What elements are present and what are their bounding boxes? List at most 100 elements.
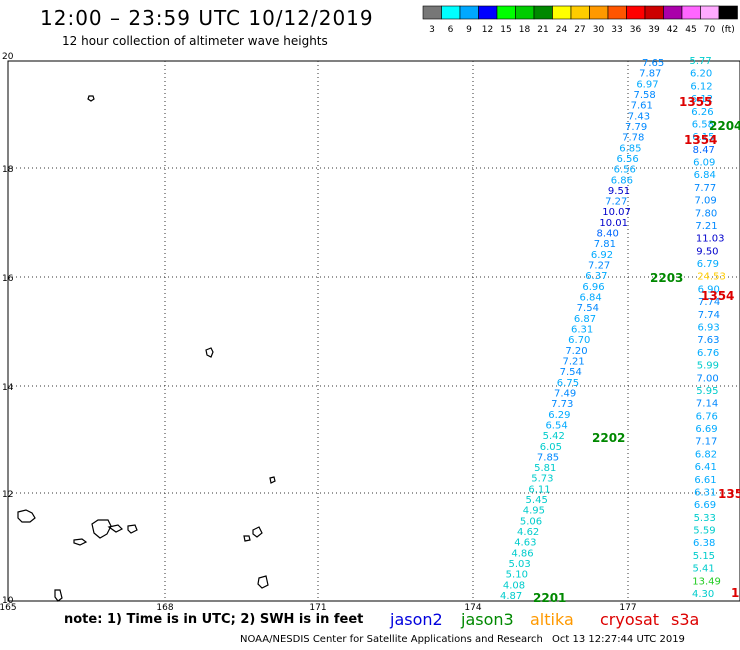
- swh-value: 5.77: [690, 56, 712, 67]
- swh-value: 7.09: [694, 196, 716, 207]
- swh-value: 11.03: [696, 234, 725, 245]
- lon-label: 177: [619, 603, 636, 613]
- swh-value: 6.82: [695, 449, 717, 460]
- scale-label: 3: [429, 25, 435, 35]
- scale-label: 9: [466, 25, 472, 35]
- swh-value: 6.97: [636, 79, 658, 90]
- scale-label: 12: [482, 25, 493, 35]
- scale-label: 30: [593, 25, 605, 35]
- credit-line: NOAA/NESDIS Center for Satellite Applica…: [240, 634, 543, 645]
- lat-label: 16: [2, 274, 14, 284]
- scale-label: 21: [537, 25, 548, 35]
- scale-label: 15: [500, 25, 511, 35]
- swh-value: 6.20: [690, 69, 712, 80]
- swh-value: 5.81: [534, 463, 556, 474]
- units-note: note: 1) Time is in UTC; 2) SWH is in fe…: [64, 612, 364, 627]
- scale-label: 36: [630, 25, 642, 35]
- swh-value: 4.08: [503, 580, 525, 591]
- swh-value: 7.49: [554, 388, 576, 399]
- pass-label: 2203: [650, 271, 683, 285]
- swh-value: 6.31: [694, 487, 716, 498]
- swh-value: 5.45: [526, 495, 548, 506]
- swh-value: 7.81: [594, 239, 616, 250]
- swh-value: 6.15: [692, 132, 714, 143]
- swh-value: 5.95: [696, 386, 718, 397]
- scale-swatch: [718, 5, 738, 20]
- swh-value: 7.14: [696, 399, 718, 410]
- scale-label: 27: [574, 25, 585, 35]
- swh-value: 7.00: [696, 373, 718, 384]
- swh-value: 7.79: [625, 122, 647, 133]
- swh-value: 7.61: [631, 101, 653, 112]
- swh-value: 5.59: [693, 526, 715, 537]
- swh-value: 7.27: [605, 197, 627, 208]
- swh-value: 5.06: [520, 516, 542, 527]
- swh-value: 6.09: [693, 158, 715, 169]
- island-outline: [205, 347, 214, 358]
- swh-value: 8.47: [693, 145, 715, 156]
- island-outline: [73, 538, 88, 546]
- swh-value: 6.93: [698, 323, 720, 334]
- swh-value: 6.05: [540, 442, 562, 453]
- swh-value: 4.63: [514, 538, 536, 549]
- swh-value: 4.62: [517, 527, 539, 538]
- swh-value: 4.30: [692, 589, 714, 600]
- swh-value: 6.96: [582, 282, 604, 293]
- generated-timestamp: Oct 13 12:27:44 UTC 2019: [552, 634, 685, 645]
- pass-label: 1354: [701, 289, 734, 303]
- legend-jason2: jason2: [390, 610, 443, 629]
- swh-value: 6.84: [694, 170, 716, 181]
- swh-value: 7.87: [639, 69, 661, 80]
- scale-label: 70: [704, 25, 716, 35]
- island-outline: [54, 589, 63, 602]
- legend-altika: altika: [530, 610, 574, 629]
- swh-value: 5.03: [509, 559, 531, 570]
- swh-value: 4.95: [523, 506, 545, 517]
- island-outline: [257, 575, 269, 589]
- swh-value: 6.92: [591, 250, 613, 261]
- island-outline: [91, 519, 112, 539]
- swh-value: 5.15: [693, 551, 715, 562]
- pass-label: 1354: [684, 133, 717, 147]
- swh-value: 6.54: [545, 420, 567, 431]
- lon-label: 165: [0, 603, 17, 613]
- swh-value: 6.90: [698, 284, 720, 295]
- swh-value: 5.10: [506, 570, 528, 581]
- swh-value: 7.63: [697, 335, 719, 346]
- scale-label: 42: [667, 25, 678, 35]
- swh-value: 10.01: [599, 218, 628, 229]
- swh-value: 8.40: [597, 229, 619, 240]
- lon-label: 174: [464, 603, 481, 613]
- island-outline: [127, 524, 138, 534]
- swh-value: 6.84: [580, 293, 602, 304]
- swh-value: 6.12: [691, 94, 713, 105]
- swh-value: 13.49: [692, 576, 721, 587]
- swh-value: 7.78: [622, 133, 644, 144]
- map-subtitle: 12 hour collection of altimeter wave hei…: [62, 34, 328, 48]
- legend-s3a: s3a: [671, 610, 700, 629]
- lat-label: 18: [2, 165, 14, 175]
- swh-value: 6.70: [568, 335, 590, 346]
- swh-value: 5.99: [697, 361, 719, 372]
- swh-value: 6.61: [694, 475, 716, 486]
- swh-value: 6.11: [528, 484, 550, 495]
- swh-value: 7.54: [560, 367, 582, 378]
- island-outline: [87, 95, 95, 102]
- swh-value: 7.74: [698, 297, 720, 308]
- swh-value: 7.77: [694, 183, 716, 194]
- lon-label: 171: [309, 603, 326, 613]
- swh-value: 7.65: [642, 58, 664, 69]
- swh-value: 9.50: [696, 246, 718, 257]
- island-outline: [269, 476, 276, 484]
- scale-label: (ft): [721, 25, 735, 35]
- swh-value: 6.29: [548, 410, 570, 421]
- swh-value: 5.41: [693, 564, 715, 575]
- swh-value: 6.86: [611, 175, 633, 186]
- pass-label: 135: [718, 487, 740, 501]
- scale-label: 24: [556, 25, 568, 35]
- swh-value: 4.86: [511, 548, 533, 559]
- scale-label: 33: [611, 25, 622, 35]
- swh-value: 10.07: [602, 207, 631, 218]
- scale-label: 6: [448, 25, 454, 35]
- swh-value: 5.42: [543, 431, 565, 442]
